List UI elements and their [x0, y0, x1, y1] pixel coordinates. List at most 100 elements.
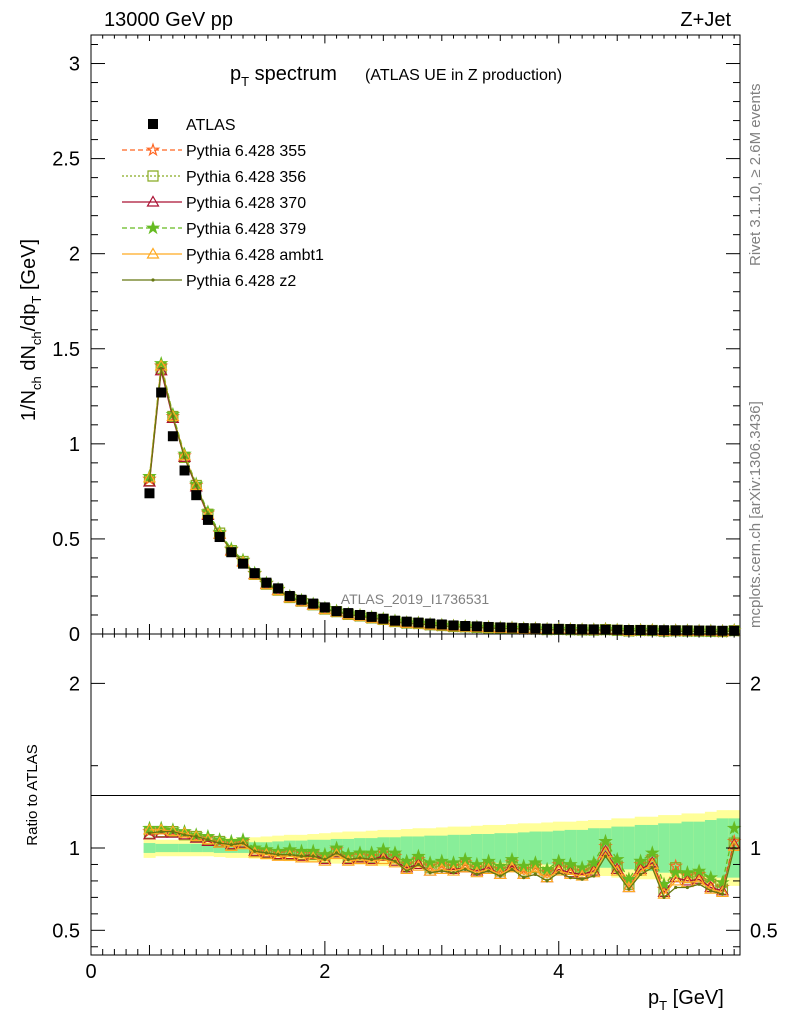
ratio-point — [545, 879, 549, 883]
ratio-point — [299, 854, 304, 858]
ratio-point — [393, 859, 397, 863]
ratio-point — [451, 871, 456, 875]
ratio-point — [563, 856, 578, 871]
ratio-point — [580, 877, 584, 881]
ratio-point — [557, 871, 561, 875]
ratio-point — [253, 849, 257, 853]
stat-uncertainty-band — [155, 843, 168, 853]
atlas-point — [308, 598, 319, 609]
ratio-point — [341, 854, 355, 866]
ratio-point — [435, 862, 449, 874]
ratio-point — [552, 864, 566, 876]
ratio-point — [574, 863, 590, 878]
x-tick-labels: 0 2 4 — [85, 961, 564, 983]
uncertainty-bands — [143, 810, 741, 886]
ratio-point — [318, 854, 332, 866]
ratio-point — [370, 857, 374, 862]
ratio-point — [440, 869, 444, 873]
ratio-point — [633, 853, 648, 868]
ratio-point — [726, 820, 742, 835]
ratio-point — [411, 857, 425, 870]
ratio-series — [142, 820, 742, 899]
atlas-point — [296, 594, 307, 605]
atlas-point — [483, 621, 494, 632]
ratio-point — [662, 895, 666, 899]
ratio-point — [376, 842, 391, 856]
x-axis-label: pT [GeV] — [648, 987, 724, 1013]
ratio-point — [674, 885, 678, 890]
stat-uncertainty-band — [552, 830, 565, 866]
stat-uncertainty-band — [167, 843, 180, 853]
ratio-point — [622, 880, 636, 893]
atlas-point — [506, 622, 517, 633]
stat-uncertainty-band — [471, 834, 484, 862]
stat-uncertainty-band — [506, 833, 519, 863]
ratio-point — [323, 857, 327, 862]
ratio-point — [486, 869, 491, 873]
ratio-point — [446, 858, 461, 873]
atlas-point — [167, 431, 178, 442]
ratio-point — [388, 856, 402, 868]
analysis-watermark: ATLAS_2019_I1736531 — [341, 591, 490, 607]
atlas-point — [284, 590, 295, 601]
atlas-point — [647, 625, 658, 636]
atlas-point — [448, 620, 459, 631]
ratio-point — [715, 885, 729, 898]
ratio-y-axis-label: Ratio to ATLAS — [24, 744, 41, 845]
ratio-point — [218, 841, 222, 845]
ratio-point — [703, 870, 718, 884]
atlas-point — [565, 624, 576, 635]
atlas-point — [471, 621, 482, 632]
ratio-point — [334, 851, 339, 855]
atlas-point — [670, 625, 681, 636]
ratio-point — [387, 845, 403, 860]
ratio-point — [709, 889, 713, 893]
ratio-point — [411, 848, 426, 863]
stat-uncertainty-band — [564, 829, 577, 867]
stat-uncertainty-band — [412, 836, 425, 860]
atlas-point — [202, 514, 213, 525]
atlas-point — [682, 625, 693, 636]
process-label: Z+Jet — [680, 9, 731, 31]
ratio-point — [457, 855, 473, 870]
ratio-y-tick-label-right: 1 — [750, 838, 761, 860]
atlas-point — [413, 617, 424, 628]
stat-uncertainty-band — [482, 834, 495, 862]
atlas-point — [612, 624, 623, 635]
ratio-point — [365, 854, 379, 866]
ratio-point — [603, 854, 608, 858]
main-y-tick-label: 0.5 — [52, 529, 80, 551]
mc-point — [147, 479, 152, 483]
ratio-point — [627, 887, 631, 891]
ratio-point — [206, 838, 210, 842]
legend: ATLAS Pythia 6.428 355 Pythia 6.428 356 Pyt… — [122, 117, 324, 290]
ratio-point — [639, 872, 643, 876]
legend-marker — [146, 247, 160, 259]
ratio-point — [697, 882, 701, 886]
ratio-point — [171, 829, 175, 834]
main-y-axis-label: 1/Nch dNch/dpT [GeV] — [18, 239, 44, 421]
atlas-point — [518, 623, 529, 634]
atlas-point — [191, 490, 202, 501]
legend-marker — [147, 170, 159, 182]
main-panel: 0 0.5 1 1.5 2 2.5 3 ATLAS_2019_I1736531 pT spe… — [18, 34, 742, 646]
main-y-tick-label: 1 — [69, 434, 80, 456]
atlas-point — [226, 547, 237, 558]
atlas-point — [553, 623, 564, 634]
ratio-point — [644, 845, 660, 860]
atlas-point — [214, 532, 225, 543]
atlas-point — [179, 465, 190, 476]
stat-uncertainty-band — [213, 843, 226, 853]
ratio-point — [493, 867, 507, 879]
atlas-point — [635, 625, 646, 636]
stat-uncertainty-band — [669, 823, 682, 873]
atlas-data-points — [144, 387, 740, 636]
mc-point — [194, 483, 198, 488]
atlas-point — [156, 387, 167, 398]
ratio-y-tick-label-left: 0.5 — [52, 920, 80, 942]
legend-label: Pythia 6.428 355 — [186, 143, 306, 160]
stat-uncertainty-band — [494, 833, 507, 863]
ratio-point — [416, 862, 421, 867]
mc-point — [182, 455, 187, 459]
